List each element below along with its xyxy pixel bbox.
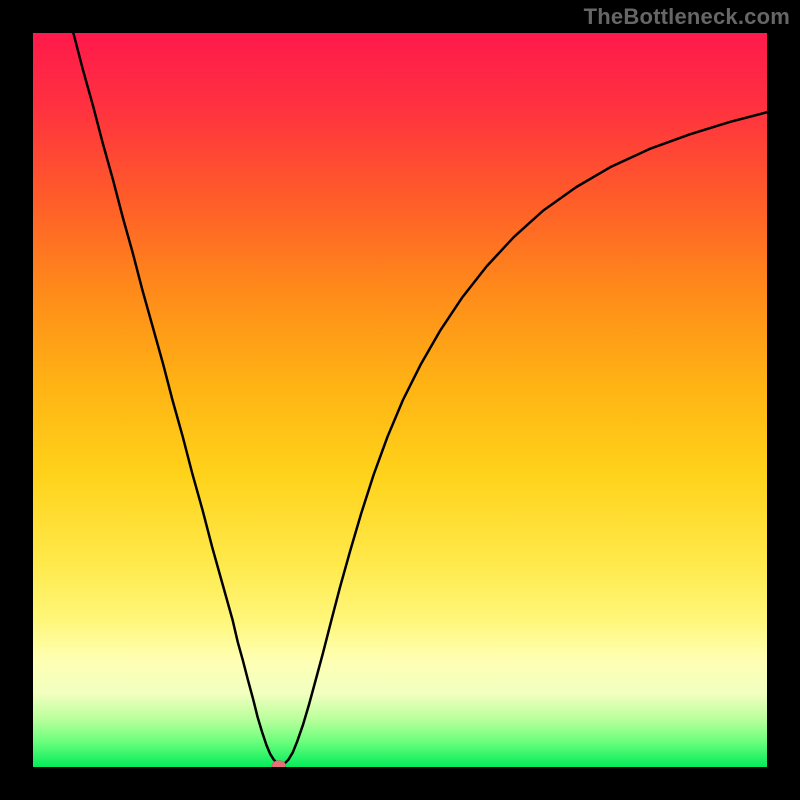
watermark-label: TheBottleneck.com <box>584 4 790 30</box>
chart-plot-area <box>33 33 767 767</box>
chart-background <box>33 33 767 767</box>
bottleneck-curve-chart <box>33 33 767 767</box>
